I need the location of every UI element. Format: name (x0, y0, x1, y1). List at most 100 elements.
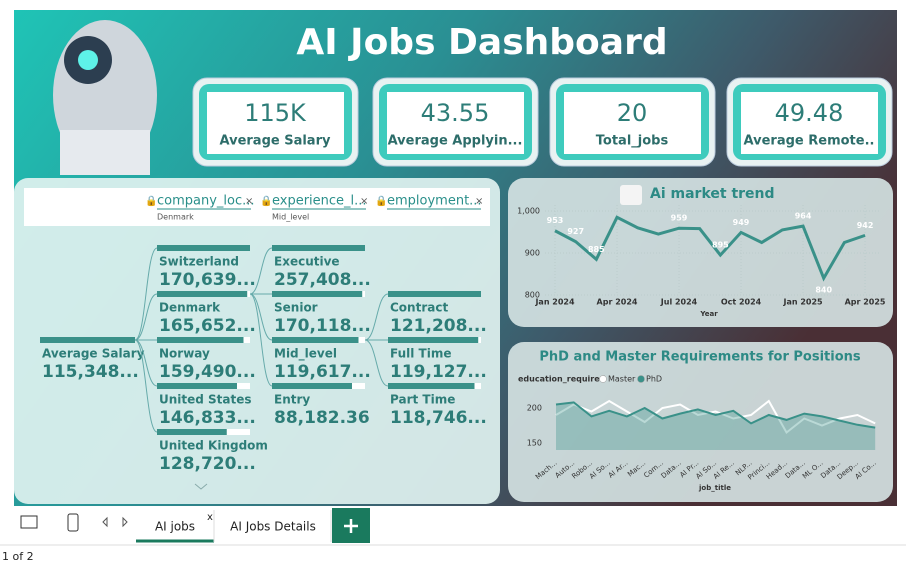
tree-node-name: United Kingdom (159, 439, 268, 453)
tree-bar (388, 383, 475, 389)
x-tick-label: Apr 2024 (597, 298, 638, 307)
tree-bar (157, 383, 237, 389)
chart-title: PhD and Master Requirements for Position… (539, 350, 861, 365)
page-status: 1 of 2 (2, 550, 34, 563)
filter-selection: Denmark (157, 213, 194, 222)
tree-link (364, 339, 389, 387)
card-value: 20 (617, 99, 648, 127)
page-nav[interactable] (102, 516, 128, 528)
tree-bar (388, 291, 481, 297)
tree-node-name: Denmark (159, 301, 221, 315)
filter-bar (24, 188, 490, 226)
tree-bar (272, 245, 365, 251)
card-inner (564, 92, 701, 154)
tree-node-name: Executive (274, 255, 340, 269)
card-label: Average Remote.. (744, 134, 875, 149)
tab[interactable]: AI Jobs Details (230, 520, 316, 534)
data-label: 840 (815, 286, 832, 295)
trend-line (554, 215, 866, 282)
tree-bar (272, 291, 363, 297)
x-axis-label: job_title (698, 484, 731, 492)
data-label: 959 (671, 214, 688, 223)
tab-bar (0, 508, 906, 545)
desktop-icon[interactable] (20, 515, 38, 529)
trend-icon (620, 185, 642, 205)
tree-bar (157, 337, 244, 343)
lock-icon: 🔒 (375, 195, 387, 207)
chart-title: Ai market trend (650, 186, 775, 202)
tree-bar (157, 429, 227, 435)
data-label: 953 (547, 216, 564, 225)
card-value: 43.55 (421, 99, 490, 127)
trend-panel (508, 178, 893, 327)
card-inner (387, 92, 524, 154)
menu-strip (0, 0, 906, 8)
tree-node-value: 146,833... (159, 408, 256, 428)
lock-icon: 🔒 (145, 195, 157, 207)
filter-clear: × (245, 196, 253, 207)
tree-node-value: 165,652... (159, 316, 256, 336)
tab-close[interactable]: x (207, 512, 213, 523)
data-label: 927 (567, 227, 584, 236)
legend-title: education_required (518, 375, 606, 384)
tree-node-value: 128,720... (159, 454, 256, 474)
x-axis-label: Year (699, 310, 718, 318)
robot (53, 20, 157, 175)
tree-node-name: Full Time (390, 347, 452, 361)
tree-node-name: Switzerland (159, 255, 239, 269)
tree-node-name: Mid_level (274, 347, 337, 362)
tree-node-name: Entry (274, 393, 310, 407)
tree-panel (14, 178, 500, 504)
tree-bar (272, 337, 359, 343)
tree-bar (157, 245, 250, 251)
mobile-icon[interactable] (67, 513, 79, 532)
tree-bar (272, 383, 352, 389)
tree-node-name: United States (159, 393, 252, 407)
tree-node-value: 257,408... (274, 270, 371, 290)
tree-bar (157, 291, 248, 297)
tree-bar (388, 337, 479, 343)
card-label: Total_jobs (596, 134, 669, 149)
filter-field: employment... (387, 194, 482, 209)
tree-link (134, 339, 158, 387)
add-icon (344, 519, 358, 533)
card-value: 49.48 (775, 99, 844, 127)
tree-node-value: 121,208... (390, 316, 487, 336)
area (556, 402, 876, 450)
tab[interactable]: AI jobs (155, 520, 195, 534)
data-label: 885 (588, 245, 605, 254)
x-tick-label: Oct 2024 (721, 298, 762, 307)
tree-link (364, 293, 389, 341)
x-tick-label: Jul 2024 (660, 298, 698, 307)
tree-link (249, 293, 273, 341)
legend-label: Master (608, 375, 636, 384)
y-tick-label: 800 (525, 291, 540, 300)
legend-swatch (637, 375, 645, 383)
card-label: Average Applyin... (388, 134, 523, 149)
tree-node-name: Senior (274, 301, 318, 315)
card-value: 115K (244, 99, 307, 127)
tree-link (134, 293, 158, 341)
series-line (555, 401, 876, 429)
tree-node-value: 88,182.36 (274, 408, 370, 428)
y-tick-label: 900 (525, 249, 540, 258)
tree-node-value: 118,746... (390, 408, 487, 428)
tree-node-name: Contract (390, 301, 448, 315)
card-label: Average Salary (220, 134, 331, 149)
filter-clear: × (475, 196, 483, 207)
title: AI Jobs Dashboard (296, 22, 667, 63)
tree-node-value: 119,617... (274, 362, 371, 382)
x-tick-label: Jan 2024 (534, 298, 575, 307)
tree-node-value: 159,490... (159, 362, 256, 382)
tree-link (249, 247, 273, 295)
card-inner (741, 92, 878, 154)
scroll-chevron (194, 483, 208, 490)
tree-bar (40, 337, 135, 343)
tree-node-value: 119,127... (390, 362, 487, 382)
data-label: 949 (733, 218, 750, 227)
y-tick-label: 150 (527, 439, 542, 448)
series-line (555, 399, 876, 435)
tab-active[interactable] (136, 508, 214, 542)
tree-node-value: 170,118... (274, 316, 371, 336)
